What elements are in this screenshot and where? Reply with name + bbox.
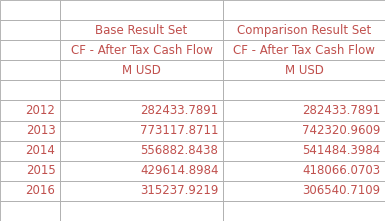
Text: 2016: 2016 (25, 184, 55, 197)
Text: 2012: 2012 (25, 104, 55, 117)
Text: 541484.3984: 541484.3984 (302, 144, 380, 157)
Bar (223, 0, 385, 20)
Bar (60, 141, 223, 161)
Bar (60, 60, 223, 80)
Bar (223, 101, 385, 120)
Text: 773117.8711: 773117.8711 (140, 124, 218, 137)
Text: 742320.9609: 742320.9609 (302, 124, 380, 137)
Bar (223, 181, 385, 201)
Text: CF - After Tax Cash Flow: CF - After Tax Cash Flow (70, 44, 213, 57)
Bar (223, 120, 385, 141)
Text: 315237.9219: 315237.9219 (140, 184, 218, 197)
Bar (0, 20, 60, 40)
Bar (0, 101, 60, 120)
Bar (60, 20, 223, 40)
Bar (0, 40, 60, 60)
Text: 306540.7109: 306540.7109 (302, 184, 380, 197)
Text: Comparison Result Set: Comparison Result Set (237, 24, 371, 37)
Bar (223, 141, 385, 161)
Bar (223, 161, 385, 181)
Text: 429614.8984: 429614.8984 (140, 164, 218, 177)
Bar (60, 181, 223, 201)
Text: M USD: M USD (285, 64, 323, 77)
Bar (0, 181, 60, 201)
Bar (223, 60, 385, 80)
Text: 556882.8438: 556882.8438 (141, 144, 218, 157)
Text: 282433.7891: 282433.7891 (140, 104, 218, 117)
Bar (60, 0, 223, 20)
Bar (223, 80, 385, 101)
Bar (0, 201, 60, 221)
Bar (223, 201, 385, 221)
Bar (0, 60, 60, 80)
Text: 418066.0703: 418066.0703 (302, 164, 380, 177)
Bar (60, 80, 223, 101)
Bar (60, 201, 223, 221)
Bar (223, 20, 385, 40)
Bar (0, 141, 60, 161)
Bar (60, 101, 223, 120)
Bar (0, 0, 60, 20)
Bar (60, 120, 223, 141)
Text: 282433.7891: 282433.7891 (302, 104, 380, 117)
Bar (60, 161, 223, 181)
Bar (0, 161, 60, 181)
Bar (223, 40, 385, 60)
Bar (60, 40, 223, 60)
Bar (0, 120, 60, 141)
Text: 2015: 2015 (26, 164, 55, 177)
Text: Base Result Set: Base Result Set (95, 24, 187, 37)
Text: 2013: 2013 (26, 124, 55, 137)
Text: M USD: M USD (122, 64, 161, 77)
Bar (0, 80, 60, 101)
Text: CF - After Tax Cash Flow: CF - After Tax Cash Flow (233, 44, 375, 57)
Text: 2014: 2014 (25, 144, 55, 157)
